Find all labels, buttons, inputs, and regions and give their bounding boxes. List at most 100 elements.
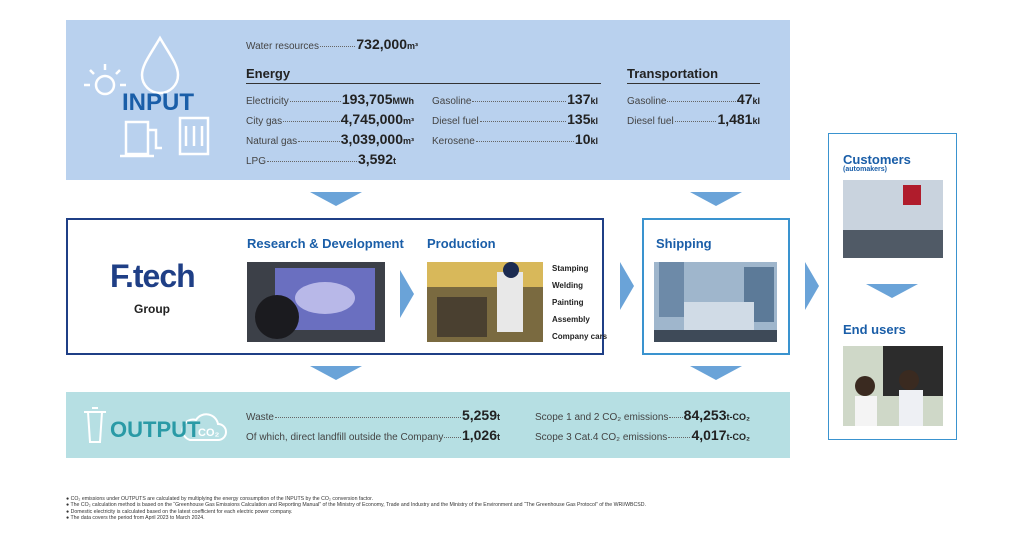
cloud-label: CO₂ (198, 427, 220, 439)
output-panel (66, 392, 790, 458)
data-row: City gas 4,745,000 m³ (246, 111, 414, 127)
row-value: 84,253 (683, 407, 727, 423)
transport-heading: Transportation (627, 66, 719, 81)
row-label: Diesel fuel (432, 116, 479, 127)
leader (444, 437, 461, 438)
arrow (866, 284, 918, 298)
arrow (805, 262, 819, 310)
row-unit: kl (752, 96, 760, 106)
arrow (310, 366, 362, 380)
input-icons: INPUT (84, 35, 210, 158)
data-row: Diesel fuel 135 kl (432, 111, 598, 127)
leader (298, 141, 340, 142)
row-unit: m³ (407, 41, 418, 51)
row-unit: t (393, 156, 396, 166)
leader (274, 417, 461, 418)
data-row: Gasoline 47 kl (627, 91, 760, 107)
note: ● CO₂ emissions under OUTPUTS are calcul… (66, 496, 374, 502)
row-unit: kl (752, 116, 760, 126)
row-value: 135 (567, 111, 591, 127)
data-row: Water resources 732,000 m³ (246, 36, 418, 52)
leader (319, 46, 356, 47)
leader (475, 141, 574, 142)
output-icons: OUTPUT CO₂ (84, 407, 227, 443)
row-label: Kerosene (432, 136, 475, 147)
shipping-panel (642, 218, 790, 355)
leader (289, 101, 341, 102)
row-value: 4,745,000 (340, 111, 403, 127)
note: ● The CO₂ calculation method is based on… (66, 502, 646, 509)
customers-photo (843, 180, 943, 258)
arrow (310, 192, 362, 206)
data-row: Kerosene 10 kl (432, 131, 598, 147)
row-value: 3,039,000 (340, 131, 403, 147)
customer-panel (828, 133, 957, 440)
rd-heading: Research & Development (247, 236, 404, 251)
arrow (690, 192, 742, 206)
rd-photo (247, 262, 385, 342)
note: ● The data covers the period from April … (66, 514, 205, 521)
energy-heading: Energy (246, 66, 291, 81)
leader (674, 121, 717, 122)
row-label: LPG (246, 156, 267, 167)
row-value: 1,026 (461, 427, 497, 443)
production-heading: Production (427, 236, 496, 251)
data-row: Gasoline 137 kl (432, 91, 598, 107)
row-value: 5,259 (461, 407, 497, 423)
shipping-heading: Shipping (656, 236, 712, 251)
note-text: The data covers the period from April 20… (70, 514, 205, 521)
row-label: Gasoline (627, 96, 667, 107)
data-row: Of which, direct landfill outside the Co… (246, 427, 500, 443)
row-unit: kl (590, 136, 598, 146)
logo: F.tech (110, 258, 196, 294)
leader (283, 121, 340, 122)
row-value: 4,017 (691, 427, 727, 443)
leader (668, 437, 691, 438)
customers-subheading: (automakers) (843, 166, 887, 173)
leader (479, 121, 567, 122)
row-label: Electricity (246, 96, 289, 107)
end-users-heading: End users (843, 322, 906, 337)
note-text: CO₂ emissions under OUTPUTS are calculat… (70, 496, 374, 502)
divider (246, 83, 601, 84)
note: ● Domestic electricity is calculated bas… (66, 508, 293, 515)
row-label: Water resources (246, 41, 319, 52)
divider (627, 83, 760, 84)
row-value: 1,481 (717, 111, 753, 127)
row-value: 137 (567, 91, 591, 107)
arrow (690, 366, 742, 380)
note-text: Domestic electricity is calculated based… (70, 508, 293, 515)
data-row: Natural gas 3,039,000 m³ (246, 131, 414, 147)
row-label: Scope 1 and 2 CO₂ emissions (535, 412, 669, 423)
shipping-photo (654, 262, 777, 342)
company-panel (66, 218, 604, 355)
production-step: Assembly (552, 315, 590, 324)
production-step: Stamping (552, 264, 589, 273)
production-photo (427, 262, 543, 342)
row-unit: t-CO₂ (726, 432, 751, 442)
row-label: Scope 3 Cat.4 CO₂ emissions (535, 432, 668, 443)
leader (267, 161, 357, 162)
row-label: Waste (246, 412, 274, 423)
notes: ● CO₂ emissions under OUTPUTS are calcul… (66, 496, 646, 521)
row-unit: MWh (392, 96, 415, 106)
leader (472, 101, 567, 102)
row-unit: m³ (403, 116, 414, 126)
row-label: Diesel fuel (627, 116, 674, 127)
row-value: 3,592 (357, 151, 393, 167)
row-value: 10 (574, 131, 591, 147)
row-label: Gasoline (432, 96, 472, 107)
row-unit: m³ (403, 136, 414, 146)
data-row: Waste 5,259 t (246, 407, 500, 423)
leader (669, 417, 683, 418)
end-users-photo (843, 346, 943, 426)
data-row: LPG 3,592 t (246, 151, 396, 167)
row-unit: kl (590, 116, 598, 126)
arrow (620, 262, 634, 310)
row-unit: t (497, 432, 500, 442)
production-step: Welding (552, 281, 583, 290)
note-text: The CO₂ calculation method is based on t… (70, 502, 646, 509)
row-value: 732,000 (356, 36, 407, 52)
row-label: City gas (246, 116, 283, 127)
